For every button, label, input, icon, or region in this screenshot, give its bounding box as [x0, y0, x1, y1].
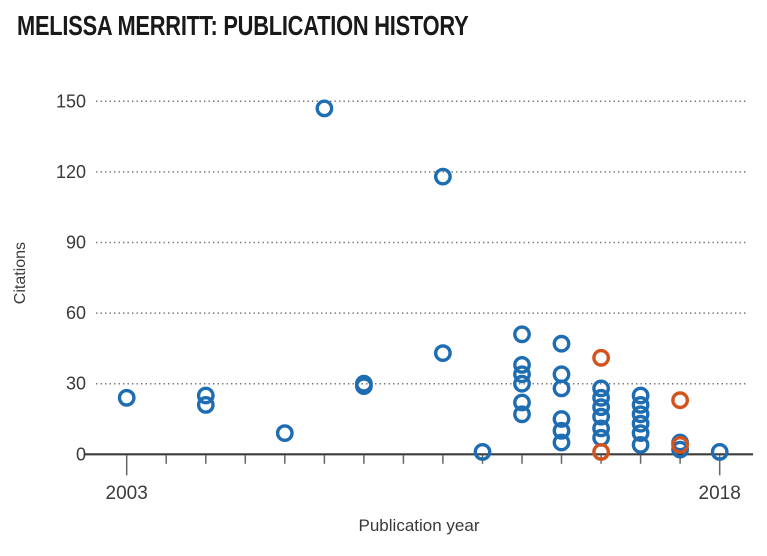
publications-point — [552, 421, 571, 440]
x-tick-label-2003: 2003 — [106, 483, 148, 504]
publications-point — [473, 442, 492, 461]
publications-point — [315, 99, 334, 118]
publications-point — [117, 388, 136, 407]
publications-point — [592, 428, 610, 447]
publications-point — [631, 405, 650, 424]
y-tick-label-60: 60 — [66, 303, 86, 323]
publications-point — [592, 388, 610, 407]
highlighted-publications-point — [671, 435, 689, 454]
publications-point — [275, 424, 294, 442]
y-tick-label-150: 150 — [56, 91, 86, 111]
publications-point — [592, 398, 610, 417]
chart-title: MELISSA MERRITT: PUBLICATION HISTORY — [17, 10, 469, 41]
highlighted-publications-point — [671, 391, 689, 410]
y-tick-label-30: 30 — [66, 374, 86, 394]
publications-point — [513, 355, 531, 374]
publications-point — [710, 442, 729, 461]
publications-point — [631, 435, 650, 454]
publications-point — [592, 379, 610, 398]
publications-point — [433, 344, 452, 362]
publications-point — [552, 433, 571, 452]
publications-point — [592, 419, 610, 438]
highlighted-publications-point — [592, 442, 610, 461]
publications-point — [433, 167, 452, 186]
publications-point — [513, 365, 531, 384]
x-axis-label: Publication year — [359, 516, 480, 535]
y-tick-label-90: 90 — [66, 233, 86, 253]
y-tick-label-0: 0 — [76, 444, 86, 464]
publications-point — [513, 374, 531, 393]
publications-point — [592, 407, 610, 426]
y-tick-label-120: 120 — [56, 162, 86, 182]
publications-point — [631, 395, 650, 414]
publications-point — [552, 410, 571, 428]
x-tick-label-2018: 2018 — [699, 483, 741, 504]
publications-point — [552, 365, 571, 384]
publications-point — [513, 393, 531, 412]
y-axis-label: Citations — [12, 242, 29, 304]
publications-point — [552, 379, 571, 398]
highlighted-publications-point — [592, 348, 610, 367]
publications-point — [552, 334, 571, 353]
publications-point — [631, 414, 650, 433]
publications-point — [196, 386, 215, 405]
publications-point — [196, 395, 215, 414]
publications-point — [631, 386, 650, 405]
publications-point — [513, 405, 531, 424]
publications-point — [354, 377, 373, 395]
publications-point — [631, 424, 650, 442]
publications-point — [513, 325, 531, 344]
